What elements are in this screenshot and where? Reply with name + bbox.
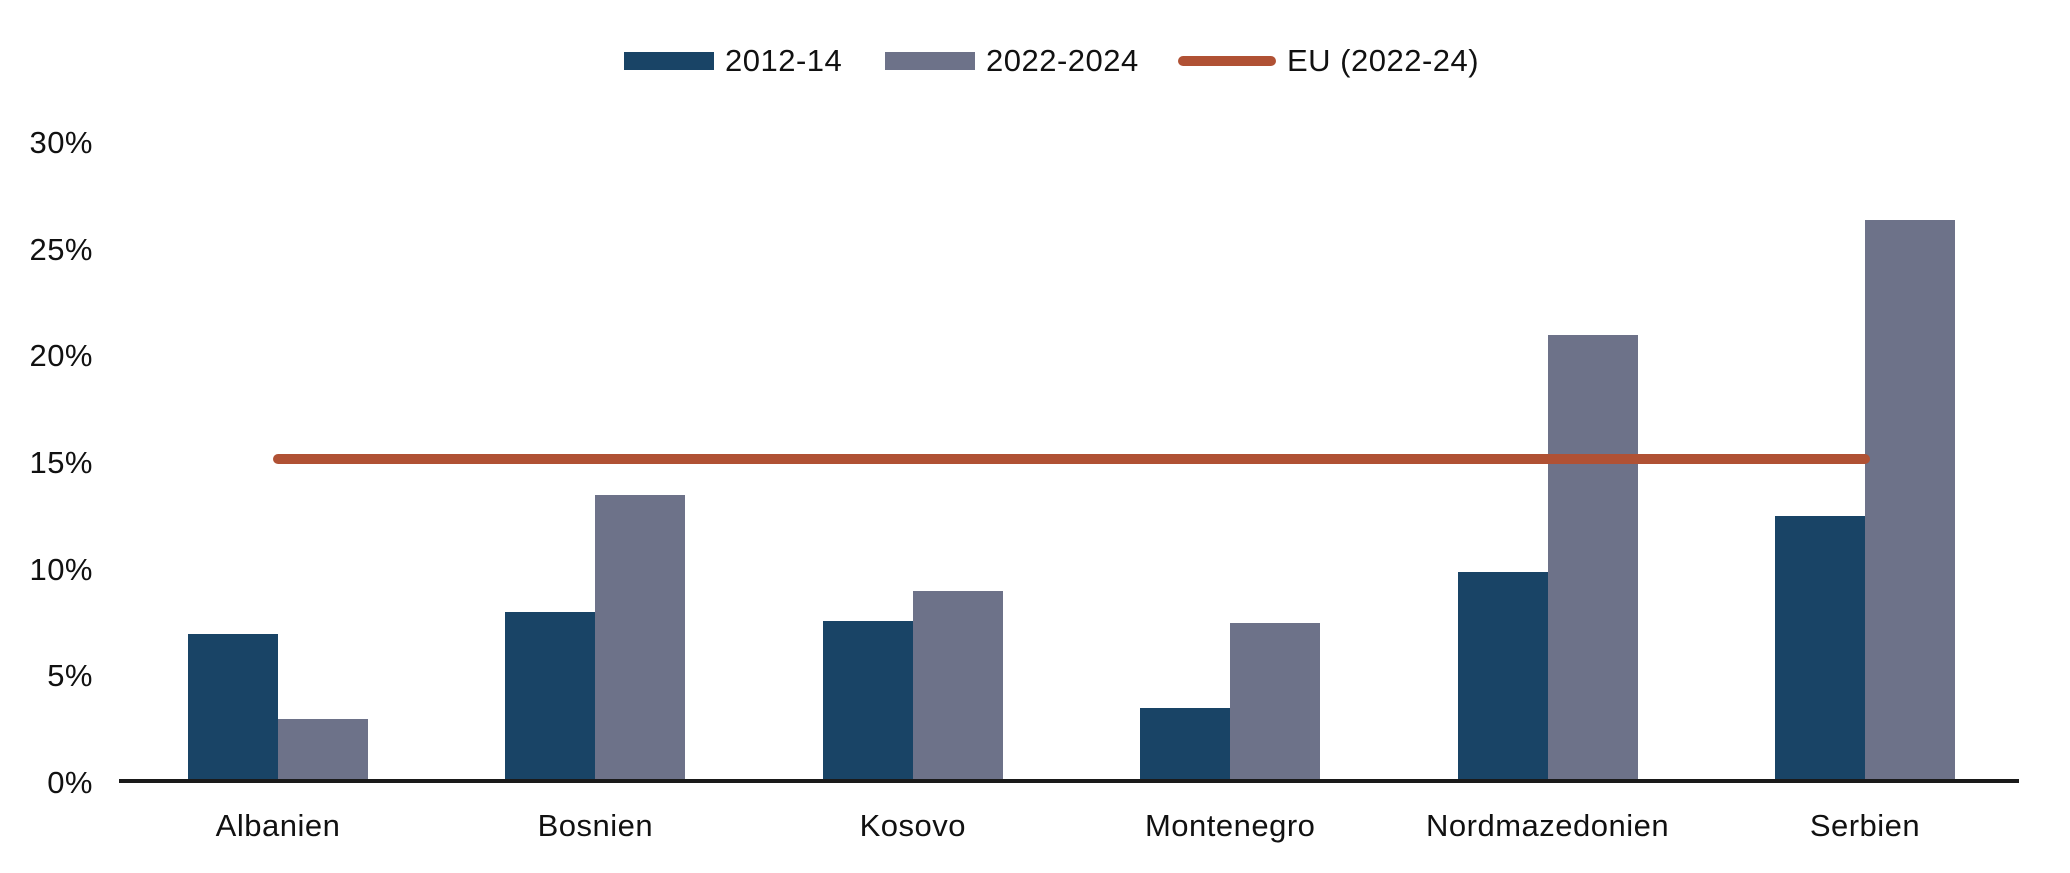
bar-2012-14-bosnien [505, 612, 596, 780]
legend-line-swatch-eu [1178, 56, 1276, 66]
legend-label-eu: EU (2022-24) [1287, 43, 1480, 78]
eu-reference-line [273, 453, 1870, 464]
legend-item-2012-14: 2012-14 [624, 44, 842, 78]
y-tick-label-30: 30% [29, 124, 93, 160]
legend-label-2012-14: 2012-14 [725, 43, 843, 78]
x-category-label-montenegro: Montenegro [1144, 808, 1316, 843]
y-tick-label-25: 25% [29, 231, 93, 267]
bar-2012-14-montenegro [1140, 708, 1231, 780]
chart-legend: 2012-14 2022-2024 EU (2022-24) [0, 0, 2070, 90]
x-axis-line [119, 778, 2019, 783]
bar-2022-2024-nordmazedonien [1547, 334, 1638, 780]
bar-2012-14-nordmazedonien [1457, 571, 1548, 780]
bar-2022-2024-serbien [1865, 219, 1955, 780]
x-category-label-nordmazedonien: Nordmazedonien [1426, 808, 1670, 843]
y-tick-label-20: 20% [29, 338, 93, 374]
legend-label-2022-2024: 2022-2024 [986, 43, 1139, 78]
bar-2012-14-kosovo [822, 620, 913, 780]
legend-item-eu-reference: EU (2022-24) [1178, 44, 1479, 78]
y-tick-label-15: 15% [29, 444, 93, 480]
x-category-label-albanien: Albanien [215, 808, 341, 843]
bar-2012-14-albanien [188, 633, 278, 780]
bar-2022-2024-montenegro [1230, 622, 1321, 780]
y-tick-label-0: 0% [47, 765, 93, 800]
x-category-label-bosnien: Bosnien [537, 808, 654, 843]
bar-2012-14-serbien [1775, 516, 1865, 780]
legend-swatch-2022-2024 [885, 52, 975, 70]
bar-2022-2024-kosovo [912, 590, 1003, 780]
legend-swatch-2012-14 [624, 52, 714, 70]
x-category-label-serbien: Serbien [1809, 808, 1921, 843]
legend-item-2022-2024: 2022-2024 [885, 44, 1139, 78]
x-category-label-kosovo: Kosovo [859, 808, 966, 843]
y-tick-label-10: 10% [29, 551, 93, 587]
bar-2022-2024-albanien [278, 718, 368, 780]
bar-2022-2024-bosnien [595, 494, 686, 780]
y-tick-label-5: 5% [47, 658, 93, 694]
